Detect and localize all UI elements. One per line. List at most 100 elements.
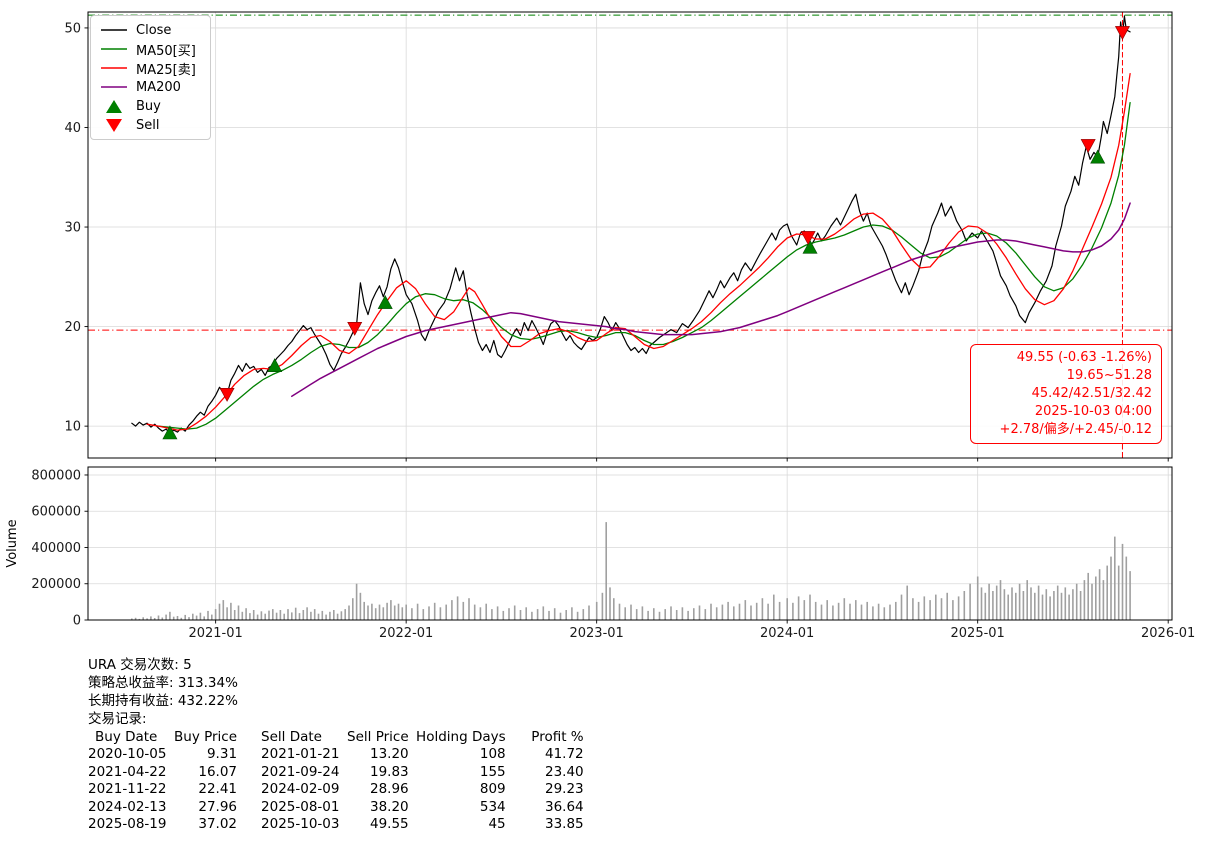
- volume-bar: [142, 617, 144, 620]
- volume-bar: [1091, 583, 1093, 620]
- volume-bar: [214, 609, 217, 620]
- ma25-line: [146, 73, 1131, 431]
- volume-bar: [595, 601, 598, 620]
- volume-bar: [1056, 585, 1059, 620]
- volume-bar: [715, 607, 718, 620]
- volume-bar: [1095, 576, 1097, 620]
- volume-bar: [195, 615, 198, 620]
- volume-bar: [675, 610, 678, 620]
- volume-bar: [176, 616, 179, 620]
- volume-bar: [199, 612, 202, 620]
- volume-bar: [374, 608, 377, 620]
- volume-bar: [508, 608, 510, 620]
- volume-bar: [188, 617, 190, 620]
- volume-bar: [988, 583, 990, 620]
- volume-bar: [367, 605, 369, 620]
- volume-bar: [192, 613, 194, 620]
- buy-marker: [162, 425, 178, 440]
- volume-bar: [1011, 587, 1013, 620]
- volume-bar: [456, 596, 459, 620]
- volume-bar: [317, 613, 320, 620]
- volume-bar: [792, 602, 794, 620]
- volume-bar: [721, 604, 724, 620]
- volume-bar: [1037, 585, 1040, 620]
- volume-bar: [485, 603, 487, 620]
- volume-bar: [1018, 583, 1021, 620]
- volume-bar: [336, 613, 339, 620]
- trade-cell: 27.96: [198, 798, 238, 815]
- volume-bar: [401, 607, 404, 620]
- volume-bar: [653, 608, 655, 620]
- volume-bar: [778, 601, 781, 620]
- volume-bar: [233, 610, 236, 620]
- trade-count-line: URA 交易次数: 5: [88, 657, 192, 673]
- strategy-return-line: 策略总收益率: 313.34%: [88, 675, 238, 691]
- trade-cell: 45: [488, 816, 506, 833]
- volume-bar: [548, 610, 550, 620]
- buy-marker-icon: [106, 99, 122, 113]
- volume-bar: [877, 603, 880, 620]
- volume-bar: [161, 617, 164, 620]
- volume-bar: [468, 598, 470, 620]
- volume-bar: [984, 592, 987, 620]
- volume-bar: [433, 602, 436, 620]
- trade-cell: 33.85: [544, 816, 584, 833]
- price-tick-label: 50: [64, 21, 81, 36]
- volume-bar: [999, 580, 1002, 620]
- price-tick-label: 40: [64, 121, 81, 136]
- legend-label-buy: Buy: [136, 98, 161, 114]
- volume-bar: [1072, 589, 1074, 620]
- volume-bar: [635, 609, 638, 620]
- volume-bar: [359, 592, 362, 620]
- trades-header-cell: Buy Date: [95, 729, 158, 745]
- volume-bar: [340, 611, 343, 620]
- volume-bar: [826, 600, 828, 620]
- volume-bar: [992, 591, 994, 620]
- trade-cell: 2020-10-05: [88, 746, 167, 763]
- buy-marker: [1090, 149, 1106, 164]
- volume-bar: [1083, 580, 1086, 620]
- volume-bar: [275, 612, 278, 620]
- volume-bar: [761, 598, 764, 620]
- volume-bar: [252, 610, 255, 620]
- volume-bar: [313, 609, 316, 620]
- volume-bar: [980, 587, 983, 620]
- volume-bar: [1129, 571, 1131, 620]
- volume-bar: [750, 605, 752, 620]
- volume-bar: [422, 609, 425, 620]
- volume-bar: [957, 596, 960, 620]
- trade-cell: 2025-08-19: [88, 816, 167, 833]
- volume-bar: [1022, 591, 1025, 620]
- volume-tick-label: 200000: [31, 577, 81, 592]
- volume-bar: [371, 603, 373, 620]
- volume-bar: [1015, 592, 1017, 620]
- ma25-line-sample: [101, 67, 127, 69]
- annotation-ma-line: 45.42/42.51/32.42: [1031, 386, 1152, 401]
- legend-label-ma25: MA25[卖]: [136, 62, 196, 78]
- volume-bar: [906, 585, 908, 620]
- trade-cell: 49.55: [369, 816, 409, 833]
- volume-bar: [1060, 592, 1063, 620]
- volume-bar: [531, 611, 533, 620]
- sell-marker-icon: [106, 118, 122, 132]
- close-line-sample: [101, 29, 127, 31]
- volume-bar: [855, 600, 857, 620]
- volume-bar: [283, 613, 285, 620]
- volume-bar: [755, 602, 758, 620]
- volume-bar: [519, 610, 522, 620]
- volume-bar: [241, 611, 244, 620]
- legend-item-sell: Sell: [99, 117, 196, 133]
- trade-cell: 41.72: [544, 746, 584, 763]
- legend-item-ma200: MA200: [99, 79, 196, 95]
- annotation-range-line: 19.65~51.28: [1066, 368, 1152, 383]
- volume-bar: [249, 613, 251, 620]
- volume-bar: [131, 618, 133, 620]
- volume-bar: [889, 604, 891, 620]
- volume-bar: [832, 605, 834, 620]
- volume-bar: [230, 602, 232, 620]
- volume-bar: [630, 604, 632, 620]
- volume-bar: [738, 603, 741, 620]
- volume-bar: [1030, 587, 1032, 620]
- ma200-line-sample: [101, 86, 127, 88]
- volume-bar: [211, 614, 213, 620]
